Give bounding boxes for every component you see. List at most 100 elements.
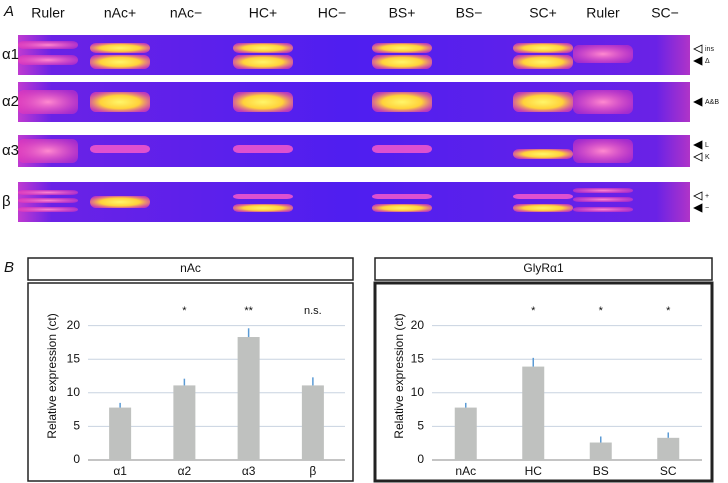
- gel-band: [90, 196, 150, 208]
- chart-title: GlyRα1: [523, 261, 564, 275]
- marker-arrow: [693, 97, 703, 107]
- bar: [173, 385, 196, 460]
- y-axis-label: Relative expression (ct): [392, 313, 406, 438]
- marker-label: ins: [705, 46, 714, 53]
- gel-band: [513, 43, 573, 53]
- gel-band: [90, 145, 150, 153]
- y-tick-label: 0: [73, 452, 80, 466]
- significance-label: **: [244, 305, 253, 317]
- panel-label: B: [4, 259, 14, 276]
- bar: [301, 385, 324, 460]
- y-tick-label: 5: [73, 419, 80, 433]
- lane-label: nAc+: [104, 5, 136, 21]
- gel-band: [90, 43, 150, 53]
- gel-band: [573, 207, 633, 212]
- y-tick-label: 20: [411, 318, 425, 332]
- gel-band: [90, 55, 150, 69]
- lane-label: nAc−: [170, 5, 202, 21]
- significance-label: *: [599, 305, 604, 317]
- marker-arrow: [693, 44, 703, 54]
- bar: [657, 437, 680, 460]
- gel-band: [573, 90, 633, 114]
- row-label: α1: [2, 46, 19, 63]
- gel-band: [513, 194, 573, 199]
- gel-band: [573, 45, 633, 63]
- gel-band: [372, 55, 432, 69]
- gel-band: [513, 149, 573, 159]
- chart-title-box: [27, 257, 354, 281]
- gel-band: [513, 92, 573, 112]
- gel-band: [372, 43, 432, 53]
- gel-band: [233, 204, 293, 212]
- y-tick-label: 15: [411, 351, 425, 365]
- y-tick-label: 0: [417, 452, 424, 466]
- gel-band: [18, 90, 78, 114]
- row-label: β: [2, 193, 11, 210]
- gel-band: [18, 55, 78, 65]
- chart-title: nAc: [180, 261, 201, 275]
- x-tick-label: HC: [525, 464, 543, 478]
- gel-band: [233, 145, 293, 153]
- gel-band: [233, 92, 293, 112]
- gel-band: [573, 197, 633, 202]
- y-axis-label: Relative expression (ct): [45, 313, 59, 438]
- bar: [109, 407, 132, 460]
- gel-band: [372, 204, 432, 212]
- bar: [589, 442, 612, 460]
- gel-band: [18, 139, 78, 163]
- bar: [522, 366, 545, 460]
- gel-band: [573, 188, 633, 193]
- lane-label: SC−: [651, 5, 679, 21]
- marker-arrow: [693, 191, 703, 201]
- marker-label: K: [705, 154, 710, 161]
- row-label: α2: [2, 93, 19, 110]
- marker-label: L: [705, 142, 709, 149]
- lane-label: HC+: [249, 5, 277, 21]
- panel-label: A: [3, 3, 14, 20]
- gel-band: [372, 145, 432, 153]
- significance-label: *: [531, 305, 536, 317]
- significance-label: *: [666, 305, 671, 317]
- significance-label: n.s.: [304, 305, 322, 317]
- lane-label: Ruler: [586, 5, 620, 21]
- chart-title-box: [374, 257, 713, 281]
- lane-label: BS−: [456, 5, 483, 21]
- y-tick-label: 5: [417, 419, 424, 433]
- significance-label: *: [182, 305, 187, 317]
- gel-band: [573, 139, 633, 163]
- gel-band: [233, 43, 293, 53]
- y-tick-label: 15: [67, 351, 81, 365]
- gel-band: [18, 41, 78, 49]
- marker-arrow: [693, 140, 703, 150]
- marker-label: −: [705, 205, 709, 212]
- marker-arrow: [693, 56, 703, 66]
- marker-arrow: [693, 152, 703, 162]
- marker-arrow: [693, 203, 703, 213]
- x-tick-label: β: [309, 464, 316, 478]
- x-tick-label: SC: [660, 464, 677, 478]
- lane-label: SC+: [529, 5, 557, 21]
- gel-band: [18, 190, 78, 195]
- x-tick-label: α2: [178, 464, 192, 478]
- gel-band: [233, 194, 293, 199]
- lane-label: Ruler: [31, 5, 65, 21]
- marker-label: Δ: [705, 58, 710, 65]
- row-label: α3: [2, 142, 19, 159]
- gel-band: [372, 92, 432, 112]
- lane-label: BS+: [389, 5, 416, 21]
- bar: [237, 337, 260, 460]
- x-tick-label: α3: [242, 464, 256, 478]
- gel-band: [372, 194, 432, 199]
- x-tick-label: α1: [113, 464, 127, 478]
- y-tick-label: 20: [67, 318, 81, 332]
- gel-band: [233, 55, 293, 69]
- gel-band: [90, 92, 150, 112]
- bar: [454, 407, 477, 460]
- x-tick-label: BS: [593, 464, 609, 478]
- lane-label: HC−: [318, 5, 346, 21]
- y-tick-label: 10: [67, 385, 81, 399]
- gel-band: [513, 55, 573, 69]
- marker-label: +: [705, 193, 709, 200]
- x-tick-label: nAc: [455, 464, 476, 478]
- marker-label: A&B: [705, 99, 719, 106]
